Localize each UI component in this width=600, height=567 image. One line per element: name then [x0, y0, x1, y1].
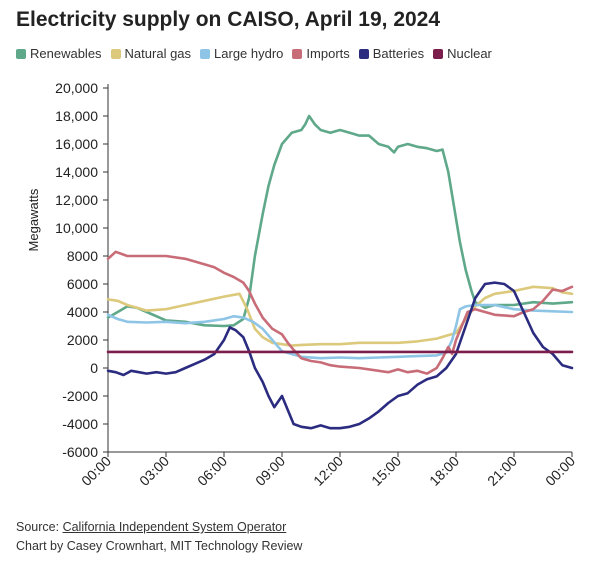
legend-label: Nuclear: [447, 46, 492, 61]
x-tick-label: 03:00: [136, 453, 172, 489]
y-tick-label: 14,000: [55, 164, 98, 180]
y-tick-label: 20,000: [55, 80, 98, 96]
legend-swatch: [292, 48, 303, 59]
legend-item-natural-gas: Natural gas: [110, 46, 192, 61]
y-tick-label: 8000: [67, 248, 98, 264]
y-tick-label: -4000: [62, 416, 98, 432]
y-tick-label: -6000: [62, 444, 98, 460]
legend-item-batteries: Batteries: [358, 46, 425, 61]
y-tick-label: 6000: [67, 276, 98, 292]
x-tick-label: 21:00: [484, 453, 520, 489]
y-tick-label: -2000: [62, 388, 98, 404]
legend-item-imports: Imports: [292, 46, 350, 61]
legend-swatch: [110, 48, 121, 59]
source-link[interactable]: California Independent System Operator: [62, 520, 287, 534]
y-tick-label: 10,000: [55, 220, 98, 236]
y-tick-label: 4000: [67, 304, 98, 320]
y-axis-label: Megawatts: [26, 188, 41, 251]
x-tick-label: 06:00: [194, 453, 230, 489]
legend-item-renewables: Renewables: [16, 46, 102, 61]
footer: Source: California Independent System Op…: [16, 518, 302, 556]
y-tick-label: 12,000: [55, 192, 98, 208]
y-tick-label: 0: [90, 360, 98, 376]
source-prefix: Source:: [16, 520, 63, 534]
series-line-large-hydro: [106, 303, 574, 360]
legend-label: Imports: [306, 46, 350, 61]
legend-label: Large hydro: [214, 46, 284, 61]
credit-line: Chart by Casey Crownhart, MIT Technology…: [16, 539, 303, 553]
legend-swatch: [358, 48, 369, 59]
x-tick-label: 00:00: [542, 453, 578, 489]
series-line-batteries: [106, 281, 574, 430]
x-tick-label: 15:00: [368, 453, 404, 489]
y-tick-label: 18,000: [55, 108, 98, 124]
legend-item-large-hydro: Large hydro: [200, 46, 283, 61]
legend: Renewables Natural gas Large hydro Imports B…: [16, 46, 501, 61]
chart: 20,000 18,000 16,000 14,000 12,000 10,000 8000…: [26, 80, 578, 489]
x-tick-label: 12:00: [310, 453, 346, 489]
legend-swatch: [16, 48, 26, 59]
series-line-renewables: [106, 114, 574, 328]
legend-label: Natural gas: [124, 46, 192, 61]
legend-label: Renewables: [30, 46, 102, 61]
series-line-natural-gas: [106, 285, 574, 347]
y-tick-label: 16,000: [55, 136, 98, 152]
y-tick-label: 2000: [67, 332, 98, 348]
legend-item-nuclear: Nuclear: [433, 46, 492, 61]
series-line-imports: [106, 250, 574, 375]
x-tick-label: 18:00: [426, 453, 462, 489]
x-tick-label: 09:00: [252, 453, 288, 489]
legend-swatch: [433, 48, 444, 59]
legend-swatch: [200, 48, 211, 59]
legend-label: Batteries: [372, 46, 425, 61]
chart-title: Electricity supply on CAISO, April 19, 2…: [16, 8, 441, 31]
source-line: Source: California Independent System Op…: [16, 518, 302, 537]
